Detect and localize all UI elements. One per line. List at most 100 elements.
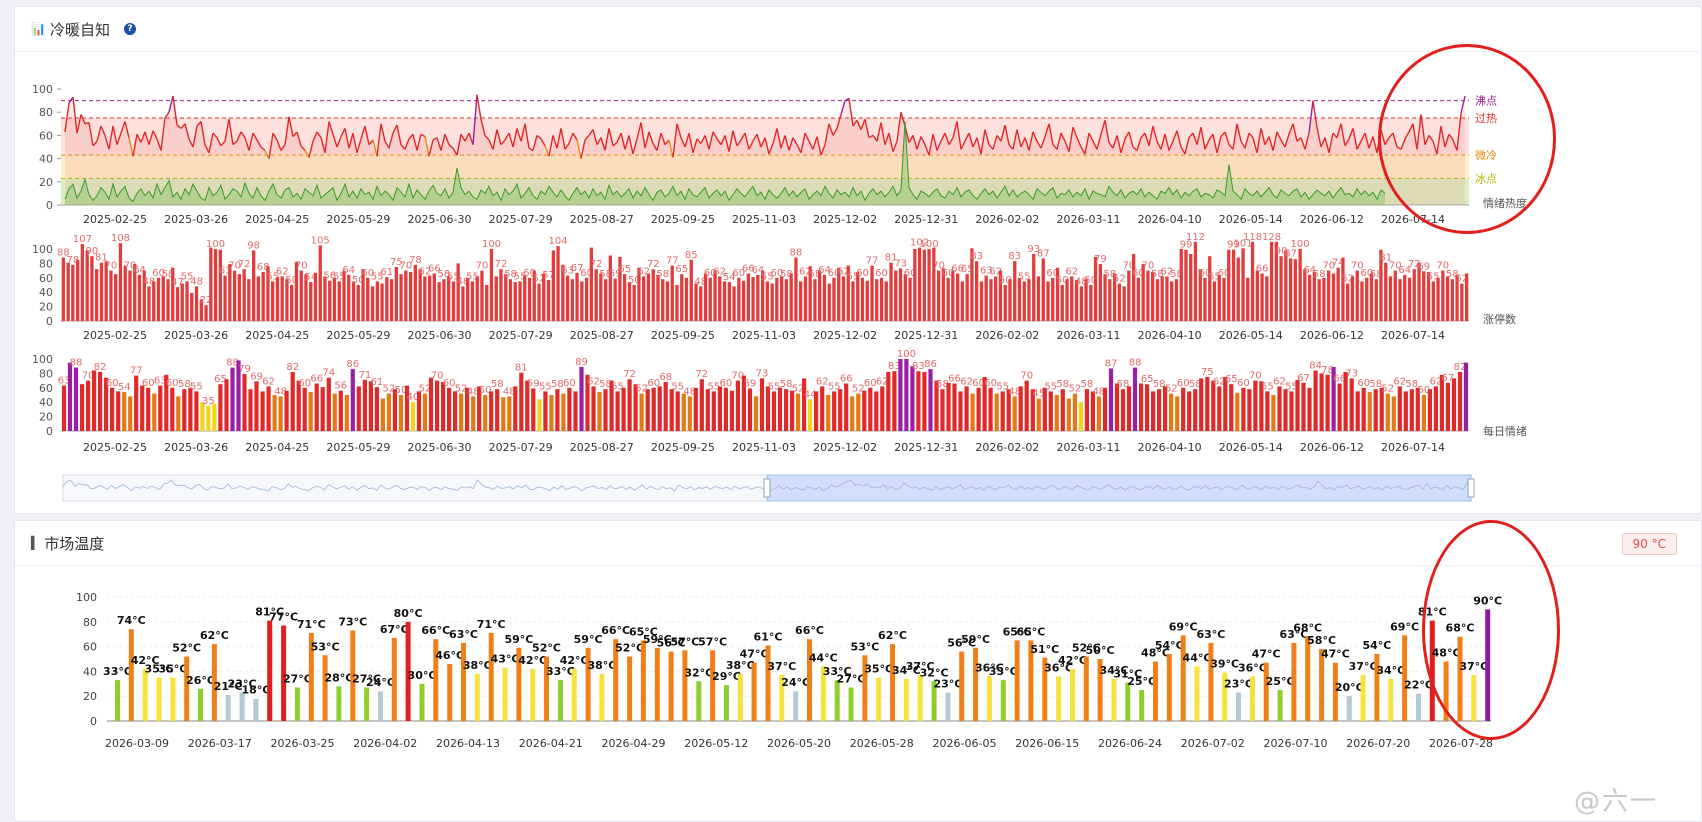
bar: [413, 264, 417, 321]
heat-line-segment: [660, 132, 666, 145]
heat-line-segment: [328, 121, 334, 135]
heat-line-segment: [572, 132, 578, 141]
bar: [1157, 389, 1162, 431]
bar: [1205, 377, 1210, 431]
heat-line-segment: [1304, 132, 1310, 150]
heat-line-segment: [1264, 136, 1270, 146]
zoom-handle-left[interactable]: [763, 478, 771, 498]
bar: [860, 277, 865, 321]
bar: [518, 281, 522, 321]
bar: [242, 374, 247, 431]
bar: [470, 281, 475, 321]
bar: [1341, 257, 1345, 321]
heat-line-segment: [692, 138, 698, 153]
heat-line-segment: [1172, 130, 1178, 142]
heat-line-segment: [124, 121, 130, 138]
question-circle-icon[interactable]: ?: [123, 23, 136, 35]
temperature-label: 53°C: [311, 640, 340, 653]
heat-line-segment: [776, 128, 782, 149]
bar-label: 83: [912, 361, 925, 372]
zoom-handle-right[interactable]: [1467, 478, 1475, 498]
bar: [513, 282, 517, 321]
bar-label: 55: [447, 271, 460, 282]
x-tick-label: 2026-03-11: [1057, 329, 1121, 342]
temperature-bar: [931, 681, 937, 721]
heat-line-segment: [1124, 131, 1130, 140]
bar: [224, 379, 229, 431]
temperature-bar: [1083, 656, 1089, 721]
heat-line-segment: [592, 129, 598, 145]
temperature-bar: [710, 650, 716, 721]
bar: [1439, 374, 1444, 431]
bar: [570, 279, 574, 321]
temperature-bar: [1042, 657, 1048, 721]
bar-label: 57: [542, 270, 555, 281]
heat-line-segment: [272, 132, 278, 141]
bar: [838, 389, 843, 431]
bar: [392, 389, 397, 431]
bar-label: 52: [1069, 384, 1082, 395]
temperature-bar: [1014, 640, 1020, 721]
temperature-bar: [1194, 666, 1200, 721]
bar: [1132, 254, 1136, 321]
bar: [1265, 391, 1270, 431]
x-tick-label: 2026-07-10: [1264, 737, 1328, 750]
bar-label: 72: [495, 259, 508, 270]
heat-line-segment: [932, 134, 938, 151]
heat-line-segment: [584, 134, 590, 141]
bar: [1319, 373, 1324, 431]
bar: [832, 277, 836, 321]
temperature-bar: [1249, 676, 1255, 721]
bar: [1436, 277, 1440, 321]
bar: [814, 391, 819, 431]
temperature-bar: [170, 677, 176, 721]
bar: [123, 265, 127, 321]
heat-line-segment: [496, 129, 502, 145]
temperature-bar: [1153, 661, 1158, 721]
bar-label: 58: [656, 269, 669, 280]
bar: [485, 285, 489, 321]
heat-line-segment: [1188, 132, 1194, 139]
bar: [1198, 269, 1202, 321]
heat-line-segment: [716, 138, 722, 146]
bar-label: 65: [675, 264, 688, 275]
watermark: @六一: [1573, 787, 1658, 817]
bar-label: 58: [1151, 269, 1164, 280]
bar-label: 65: [1141, 374, 1154, 385]
heat-line-segment: [664, 139, 670, 146]
bar: [1093, 256, 1098, 321]
heat-line-segment: [808, 140, 814, 150]
x-tick-label: 2026-05-14: [1219, 213, 1283, 226]
heat-line-segment: [792, 137, 798, 146]
heat-line-segment: [352, 132, 358, 153]
bar: [820, 386, 825, 431]
bar: [687, 396, 692, 431]
heat-line-segment: [1348, 128, 1354, 140]
x-tick-label: 2025-02-25: [83, 441, 147, 454]
bar-label: 68: [659, 372, 672, 383]
bar-label: 60: [443, 378, 456, 389]
heat-line-segment: [224, 119, 230, 142]
bar-label: 60: [1218, 268, 1231, 279]
heat-line-segment: [392, 124, 398, 134]
heat-line-segment: [1324, 137, 1330, 153]
temperature-label: 66°C: [421, 624, 450, 637]
temperature-bar: [115, 680, 120, 721]
bar: [1046, 281, 1050, 321]
bar: [161, 276, 165, 321]
heat-line-segment: [908, 135, 914, 143]
bar: [904, 359, 909, 431]
x-tick-label: 2026-03-11: [1057, 441, 1121, 454]
bar: [1175, 396, 1180, 431]
heat-line-segment: [532, 135, 538, 151]
temperature-label: 22°C: [1404, 679, 1433, 692]
y-tick-label: 0: [46, 425, 53, 438]
temperature-label: 37°C: [1349, 660, 1378, 673]
y-tick-label: 40: [39, 286, 53, 299]
bar-label: 58: [1104, 269, 1117, 280]
bar: [1231, 249, 1236, 321]
bar: [1412, 269, 1416, 321]
bar: [1312, 272, 1316, 321]
bar-label: 58: [936, 379, 949, 390]
bar-label: 60: [1357, 378, 1370, 389]
